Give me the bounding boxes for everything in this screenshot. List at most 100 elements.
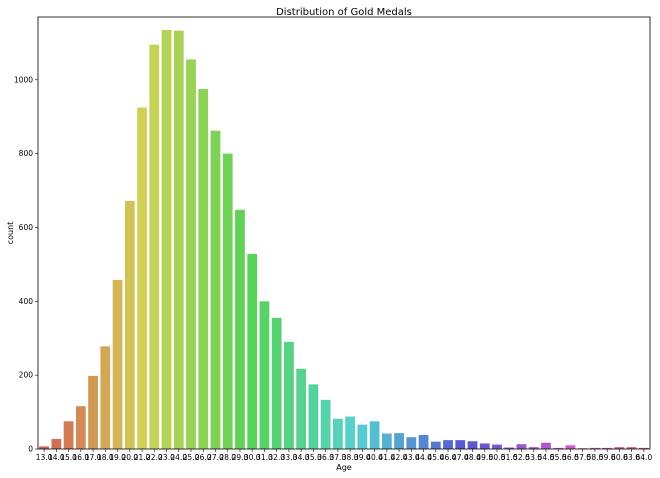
bar-37.0 <box>332 418 343 449</box>
x-tick-label: 32.0 <box>268 453 285 462</box>
bar-59.0 <box>602 447 613 449</box>
x-tick-label: 16.0 <box>72 453 89 462</box>
bar-34.0 <box>296 368 307 449</box>
y-axis-label: count <box>6 222 15 245</box>
y-tick-label: 800 <box>19 149 34 158</box>
x-tick-label: 41.0 <box>378 453 395 462</box>
x-tick-label: 37.0 <box>330 453 347 462</box>
x-tick-label: 53.0 <box>525 453 542 462</box>
x-tick-label: 33.0 <box>281 453 298 462</box>
x-tick-label: 31.0 <box>256 453 273 462</box>
x-tick-label: 59.0 <box>599 453 616 462</box>
x-tick-label: 55.0 <box>550 453 567 462</box>
bar-47.0 <box>455 440 466 449</box>
bar-53.0 <box>528 447 539 449</box>
x-tick-label: 47.0 <box>452 453 469 462</box>
x-tick-label: 13.0 <box>36 453 53 462</box>
x-tick-label: 39.0 <box>354 453 371 462</box>
y-tick-label: 0 <box>28 445 33 454</box>
bar-51.0 <box>504 447 515 449</box>
bar-38.0 <box>345 416 356 449</box>
bar-17.0 <box>88 375 98 449</box>
bar-41.0 <box>381 433 392 449</box>
x-tick-label: 21.0 <box>134 453 151 462</box>
x-tick-label: 17.0 <box>85 453 102 462</box>
bar-29.0 <box>235 209 245 449</box>
x-tick-label: 58.0 <box>587 453 604 462</box>
x-tick-label: 28.0 <box>219 453 236 462</box>
bar-15.0 <box>63 421 74 449</box>
x-tick-label: 54.0 <box>538 453 555 462</box>
bar-63.0 <box>626 447 637 449</box>
bar-56.0 <box>565 445 576 449</box>
x-tick-label: 25.0 <box>183 453 200 462</box>
x-tick-label: 22.0 <box>146 453 163 462</box>
bar-35.0 <box>308 384 319 449</box>
y-tick-label: 600 <box>19 223 34 232</box>
bar-32.0 <box>271 317 282 449</box>
x-tick-label: 57.0 <box>574 453 591 462</box>
bar-28.0 <box>222 153 233 449</box>
bar-23.0 <box>161 29 172 449</box>
x-tick-label: 26.0 <box>195 453 212 462</box>
x-tick-label: 15.0 <box>60 453 77 462</box>
bar-19.0 <box>112 279 123 449</box>
bar-20.0 <box>124 200 135 449</box>
bars-group <box>39 29 649 450</box>
bar-14.0 <box>51 439 62 449</box>
bar-48.0 <box>467 441 478 449</box>
bar-39.0 <box>357 424 368 449</box>
x-tick-label: 42.0 <box>391 453 408 462</box>
x-tick-label: 36.0 <box>317 453 334 462</box>
bar-40.0 <box>369 421 380 449</box>
x-tick-label: 14.0 <box>48 453 65 462</box>
x-tick-label: 60.0 <box>611 453 628 462</box>
bar-58.0 <box>590 447 600 449</box>
bar-64.0 <box>638 447 649 449</box>
bar-16.0 <box>75 406 86 449</box>
bar-22.0 <box>149 44 160 449</box>
x-tick-label: 40.0 <box>366 453 383 462</box>
bar-18.0 <box>100 346 111 449</box>
chart-title: Distribution of Gold Medals <box>276 7 412 18</box>
bar-27.0 <box>210 130 221 449</box>
bar-21.0 <box>137 107 147 450</box>
x-axis-label: Age <box>336 463 352 472</box>
bar-26.0 <box>198 89 209 449</box>
x-tick-label: 49.0 <box>476 453 493 462</box>
x-ticks-group: 13.014.015.016.017.018.019.020.021.022.0… <box>36 449 652 462</box>
bar-30.0 <box>247 254 258 449</box>
x-tick-label: 24.0 <box>170 453 187 462</box>
x-tick-label: 23.0 <box>158 453 175 462</box>
x-tick-label: 56.0 <box>562 453 579 462</box>
x-tick-label: 30.0 <box>244 453 261 462</box>
x-tick-label: 45.0 <box>427 453 444 462</box>
bar-60.0 <box>614 447 625 449</box>
bar-42.0 <box>394 433 404 449</box>
x-tick-label: 38.0 <box>342 453 359 462</box>
x-tick-label: 43.0 <box>403 453 420 462</box>
y-tick-label: 200 <box>19 371 34 380</box>
bar-25.0 <box>186 59 196 450</box>
bar-45.0 <box>430 441 441 449</box>
bar-33.0 <box>284 341 294 449</box>
x-tick-label: 19.0 <box>109 453 126 462</box>
bar-24.0 <box>173 30 184 449</box>
y-ticks-group: 0 200 400 600 800 1000 <box>14 75 38 454</box>
bar-54.0 <box>541 442 551 449</box>
bar-49.0 <box>479 443 490 449</box>
plot-frame <box>37 16 651 450</box>
x-tick-label: 52.0 <box>513 453 530 462</box>
x-tick-label: 29.0 <box>232 453 249 462</box>
bar-52.0 <box>516 444 527 449</box>
x-tick-label: 44.0 <box>415 453 432 462</box>
x-tick-label: 50.0 <box>489 453 506 462</box>
bar-43.0 <box>406 437 417 449</box>
x-tick-label: 34.0 <box>293 453 310 462</box>
x-tick-label: 20.0 <box>121 453 138 462</box>
x-tick-label: 27.0 <box>207 453 224 462</box>
x-tick-label: 48.0 <box>464 453 481 462</box>
x-tick-label: 63.0 <box>623 453 640 462</box>
y-tick-label: 1000 <box>14 75 33 84</box>
